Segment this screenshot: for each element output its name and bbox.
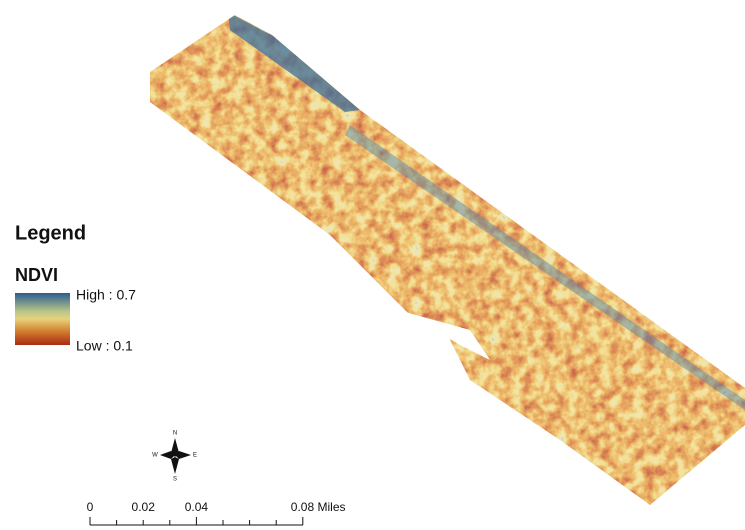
scale-label: 0.08 Miles [291, 500, 346, 514]
legend-layer: NDVI [15, 265, 58, 285]
compass-n: N [173, 431, 177, 437]
legend-title: Legend [15, 222, 86, 244]
ndvi-texture [140, 10, 745, 510]
page: Legend NDVI High : 0.7 Low : 0.1 N S E W… [0, 0, 745, 530]
legend-high: High : 0.7 [76, 287, 136, 303]
scale-label: 0.04 [185, 500, 209, 514]
compass-s: S [173, 477, 177, 483]
compass-e: E [193, 453, 197, 459]
scale-label: 0 [87, 500, 94, 514]
ndvi-raster [140, 10, 745, 510]
map: Legend NDVI High : 0.7 Low : 0.1 N S E W… [0, 0, 745, 530]
compass-w: W [152, 453, 158, 459]
scale-bar: 0 0.02 0.04 0.08 Miles [87, 500, 346, 525]
north-arrow: N S E W [152, 431, 197, 483]
legend-low: Low : 0.1 [76, 338, 133, 354]
legend-ramp [15, 293, 70, 345]
scale-label: 0.02 [132, 500, 156, 514]
compass-point [171, 457, 179, 474]
